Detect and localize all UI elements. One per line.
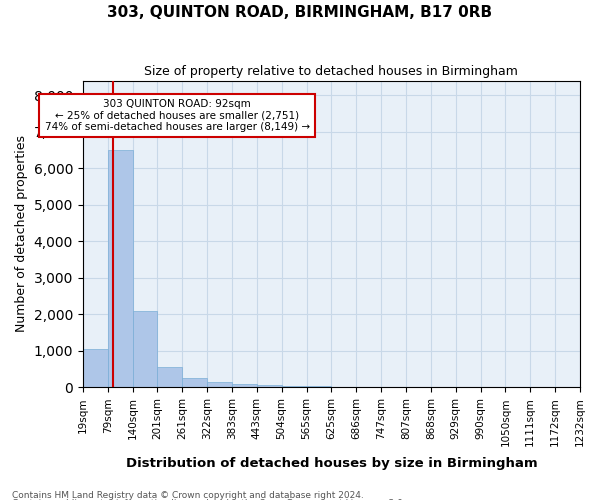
Bar xyxy=(331,386,356,388)
Bar xyxy=(207,382,232,388)
X-axis label: Distribution of detached houses by size in Birmingham: Distribution of detached houses by size … xyxy=(125,457,537,470)
Text: 303, QUINTON ROAD, BIRMINGHAM, B17 0RB: 303, QUINTON ROAD, BIRMINGHAM, B17 0RB xyxy=(107,5,493,20)
Bar xyxy=(307,386,331,388)
Bar xyxy=(232,384,257,388)
Bar xyxy=(107,150,133,388)
Title: Size of property relative to detached houses in Birmingham: Size of property relative to detached ho… xyxy=(145,65,518,78)
Text: 303 QUINTON ROAD: 92sqm
← 25% of detached houses are smaller (2,751)
74% of semi: 303 QUINTON ROAD: 92sqm ← 25% of detache… xyxy=(44,99,310,132)
Bar xyxy=(182,378,207,388)
Bar xyxy=(133,310,157,388)
Bar xyxy=(281,386,307,388)
Bar xyxy=(83,349,107,388)
Bar xyxy=(257,385,281,388)
Text: Contains HM Land Registry data © Crown copyright and database right 2024.: Contains HM Land Registry data © Crown c… xyxy=(12,490,364,500)
Text: Contains public sector information licensed under the Open Government Licence v3: Contains public sector information licen… xyxy=(12,499,406,500)
Y-axis label: Number of detached properties: Number of detached properties xyxy=(15,136,28,332)
Bar xyxy=(157,367,182,388)
